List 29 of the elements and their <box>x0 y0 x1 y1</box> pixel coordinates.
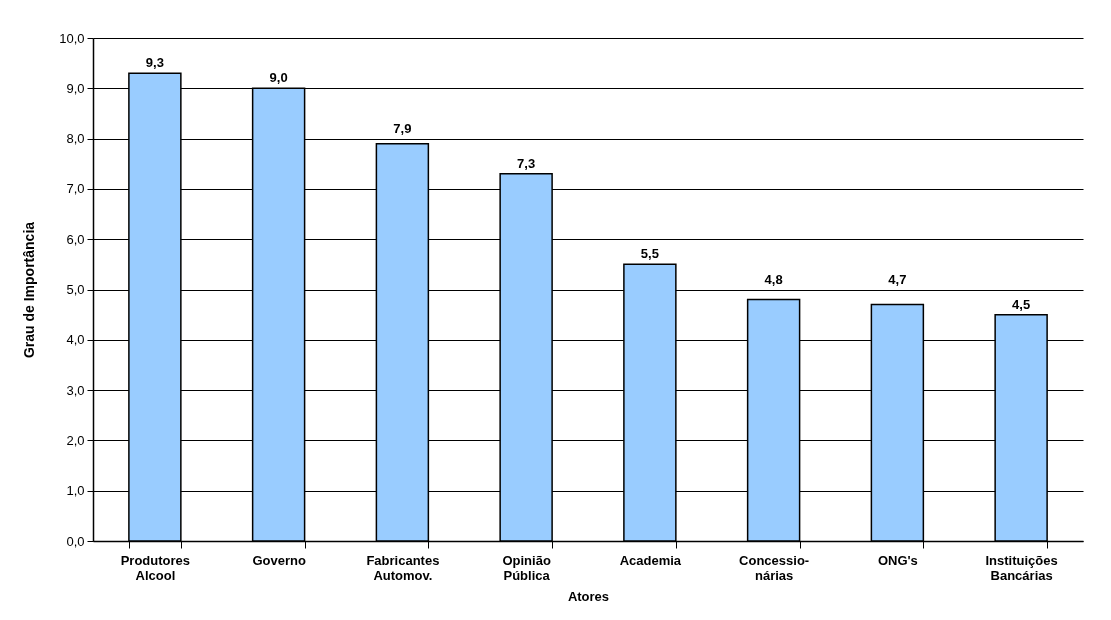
y-tick-label: 2,0 <box>66 432 85 448</box>
y-tick-label: 5,0 <box>66 282 85 297</box>
data-label: 9,0 <box>269 70 288 86</box>
y-tick-label: 3,0 <box>66 382 85 398</box>
data-label: 9,3 <box>145 55 164 71</box>
y-axis-title: Grau de Importância <box>21 221 38 359</box>
x-tick-label: Fabricantes Automov. <box>366 552 440 583</box>
y-tick-label: 4,0 <box>66 332 85 348</box>
y-tick-label: 1,0 <box>66 483 85 499</box>
y-tick-label: 8,0 <box>66 131 85 147</box>
x-tick-label: Academia <box>619 552 682 568</box>
x-tick-label: Governo <box>252 552 306 568</box>
y-tick-label: 6,0 <box>66 231 85 247</box>
x-tick-label: Produtores Alcool <box>120 552 191 583</box>
data-label: 4,5 <box>1012 296 1031 312</box>
x-tick-label: Instituições Bancárias <box>985 552 1058 583</box>
data-label: 4,8 <box>764 271 783 287</box>
x-tick-label: ONG's <box>877 552 918 568</box>
data-label: 4,7 <box>888 271 907 287</box>
y-tick-label: 0,0 <box>66 533 85 549</box>
y-tick-label: 9,0 <box>66 80 85 96</box>
y-tick-label: 7,0 <box>66 181 85 197</box>
x-tick-label: Concessio-nárias <box>739 552 810 583</box>
data-label: 7,9 <box>393 120 412 136</box>
x-tick-label: Opinião Pública <box>502 552 551 583</box>
data-label: 5,5 <box>640 246 659 262</box>
x-axis-title: Atores <box>567 588 610 604</box>
y-tick-label: 10,0 <box>59 30 85 46</box>
data-label: 7,3 <box>517 155 536 171</box>
